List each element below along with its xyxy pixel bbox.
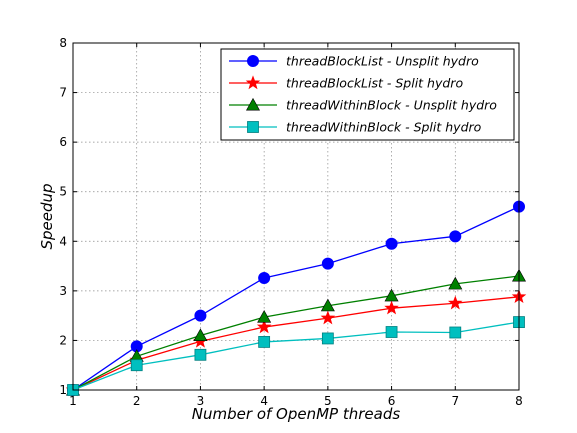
legend-marker-triangle	[245, 97, 261, 111]
x-axis-title: Number of OpenMP threads	[192, 405, 401, 423]
legend-label: threadWithinBlock - Unsplit hydro	[286, 98, 497, 113]
data-point-star	[384, 300, 399, 315]
data-point-circle	[449, 230, 462, 243]
plot-frame	[72, 42, 520, 391]
y-tick-label: 4	[59, 234, 67, 248]
y-tick-label: 5	[59, 185, 67, 199]
legend-marker-star	[245, 75, 261, 90]
x-tick-label: 3	[197, 394, 205, 408]
x-tick-label: 5	[324, 394, 332, 408]
y-tick-label: 8	[59, 36, 67, 50]
data-point-circle	[258, 271, 271, 284]
x-tick-label: 2	[133, 394, 141, 408]
x-tick-label: 6	[388, 394, 396, 408]
series-line	[72, 296, 520, 391]
legend-entry: threadBlockList - Unsplit hydro	[229, 54, 479, 69]
y-tick-label: 1	[59, 383, 67, 397]
series-line	[72, 205, 520, 391]
data-point-circle	[385, 237, 398, 250]
series-line	[72, 321, 520, 391]
y-tick-label: 2	[59, 333, 67, 347]
data-point-square	[385, 326, 398, 338]
data-point-triangle	[320, 298, 335, 312]
series-3	[65, 268, 527, 396]
y-tick-label: 6	[59, 135, 67, 149]
data-point-square	[258, 336, 271, 348]
data-point-square	[130, 359, 143, 372]
y-tick-label: 7	[59, 86, 67, 100]
legend-label: threadBlockList - Unsplit hydro	[286, 54, 479, 69]
legend: threadBlockList - Unsplit hydro threadBlo…	[220, 48, 515, 141]
x-tick-label: 8	[515, 394, 523, 408]
legend-entry: threadWithinBlock - Split hydro	[229, 120, 482, 135]
legend-label: threadWithinBlock - Split hydro	[286, 120, 482, 135]
data-point-square	[449, 326, 462, 339]
series-line	[72, 275, 520, 391]
data-point-star	[320, 310, 336, 325]
legend-box	[220, 48, 515, 141]
data-point-star	[256, 319, 272, 334]
x-tick-label: 7	[451, 394, 459, 408]
data-point-square	[194, 348, 207, 361]
data-point-triangle	[448, 276, 463, 290]
data-point-triangle	[257, 310, 272, 323]
legend-entry: threadBlockList - Split hydro	[229, 75, 463, 91]
data-point-circle	[194, 309, 207, 322]
legend-marker-square	[247, 121, 259, 133]
data-point-star	[447, 295, 463, 310]
data-point-triangle	[384, 288, 399, 302]
data-point-triangle	[193, 328, 208, 341]
x-tick-label: 4	[260, 394, 268, 408]
series-layer	[65, 200, 527, 397]
y-tick-label: 3	[59, 284, 67, 298]
legend-label: threadBlockList - Split hydro	[286, 76, 463, 91]
legend-entry: threadWithinBlock - Unsplit hydro	[229, 98, 497, 113]
x-tick-label: 1	[69, 394, 77, 408]
legend-marker-circle	[247, 55, 259, 67]
y-axis-title: Speedup	[38, 183, 56, 249]
data-point-circle	[321, 257, 334, 270]
data-point-square	[321, 332, 334, 345]
